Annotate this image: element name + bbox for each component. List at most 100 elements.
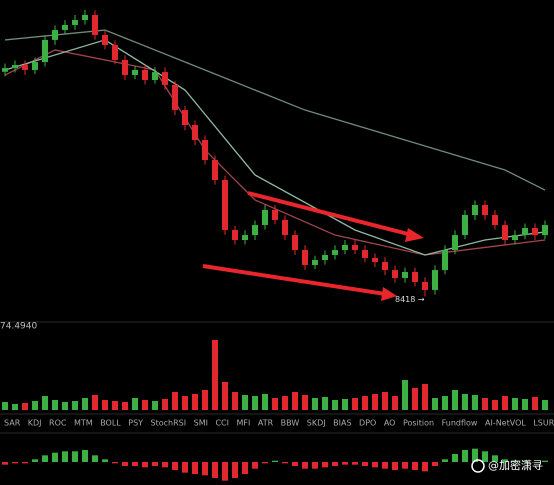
- volume-bar: [112, 401, 118, 410]
- moving-average: [4, 49, 546, 256]
- candle-body: [102, 34, 108, 46]
- volume-bar: [492, 400, 498, 410]
- indicator-tab[interactable]: SMI: [194, 419, 208, 428]
- indicator-tab[interactable]: ATR: [258, 419, 274, 428]
- histogram-bar: [2, 462, 8, 465]
- volume-bar: [352, 398, 358, 410]
- candle-body: [62, 24, 68, 31]
- volume-bar: [382, 392, 388, 410]
- volume-bar: [32, 401, 38, 410]
- volume-bar: [482, 398, 488, 410]
- histogram-bar: [372, 462, 378, 468]
- indicator-tab[interactable]: SAR: [4, 419, 21, 428]
- volume-bar: [272, 398, 278, 410]
- volume-bar: [292, 392, 298, 410]
- volume-bar: [412, 388, 418, 410]
- candle-body: [502, 225, 508, 240]
- histogram-bar: [262, 462, 268, 464]
- histogram-bar: [142, 462, 148, 468]
- volume-bar: [402, 380, 408, 410]
- volume-bar: [252, 396, 258, 410]
- histogram-bar: [182, 462, 188, 473]
- histogram-bar: [432, 462, 438, 466]
- histogram-bar: [422, 462, 428, 472]
- volume-bar: [62, 402, 68, 410]
- candle-body: [482, 205, 488, 216]
- histogram-bar: [282, 462, 288, 464]
- volume-bar: [212, 340, 218, 410]
- indicator-tab[interactable]: CCI: [215, 419, 229, 428]
- candle-body: [152, 72, 158, 80]
- histogram-bar: [522, 460, 528, 462]
- histogram-bar: [492, 455, 498, 462]
- volume-bar: [142, 400, 148, 410]
- indicator-tab[interactable]: Fundflow: [442, 419, 478, 428]
- indicator-tab[interactable]: Position: [403, 419, 434, 428]
- candle-body: [22, 65, 28, 70]
- watermark: @加密潇寻: [471, 458, 543, 473]
- indicator-tab[interactable]: StochRSI: [151, 419, 187, 428]
- arrow: [202, 264, 386, 296]
- candle-body: [202, 139, 208, 160]
- volume-bar: [82, 398, 88, 410]
- candle-body: [192, 125, 198, 140]
- moving-average: [4, 29, 546, 191]
- volume-label: 74.4940: [0, 322, 37, 332]
- histogram-bar: [252, 462, 258, 469]
- histogram-bar: [472, 448, 478, 462]
- volume-bar: [442, 396, 448, 410]
- volume-bar: [202, 390, 208, 410]
- candle-body: [42, 39, 48, 63]
- volume-bar: [102, 400, 108, 410]
- volume-bar: [522, 399, 528, 410]
- histogram-bar: [532, 462, 538, 463]
- candle-body: [542, 225, 548, 236]
- histogram-bar: [32, 459, 38, 462]
- indicator-tab[interactable]: BBW: [281, 419, 300, 428]
- indicator-tab[interactable]: BIAS: [333, 419, 351, 428]
- candle-body: [272, 209, 278, 220]
- volume-bar: [2, 402, 8, 410]
- volume-bar: [72, 401, 78, 410]
- histogram-bar: [72, 451, 78, 462]
- histogram-bar: [462, 450, 468, 462]
- histogram-bar: [22, 462, 28, 464]
- indicator-tab[interactable]: AO: [384, 419, 396, 428]
- volume-bar: [542, 400, 548, 410]
- volume-bar: [512, 398, 518, 410]
- histogram-bar: [62, 451, 68, 462]
- indicator-tab[interactable]: LSUR: [533, 419, 554, 428]
- candle-body: [52, 30, 58, 40]
- volume-bar: [312, 398, 318, 410]
- histogram-bar: [312, 462, 318, 469]
- indicator-tab[interactable]: DPO: [359, 419, 376, 428]
- histogram-bar: [542, 460, 548, 462]
- volume-bar: [362, 396, 368, 410]
- candle-body: [242, 235, 248, 240]
- volume-bar: [122, 402, 128, 410]
- indicator-tab[interactable]: ROC: [49, 419, 67, 428]
- volume-bar: [302, 395, 308, 410]
- candle-body: [492, 215, 498, 226]
- indicator-tab[interactable]: PSY: [128, 419, 143, 428]
- candle-body: [512, 235, 518, 240]
- candle-body: [232, 229, 238, 240]
- histogram-bar: [412, 462, 418, 470]
- indicator-tab[interactable]: SKDJ: [307, 419, 326, 428]
- indicator-tab[interactable]: MFI: [237, 419, 251, 428]
- indicator-tab[interactable]: KDJ: [28, 419, 42, 428]
- histogram-bar: [392, 462, 398, 470]
- volume-bar: [162, 399, 168, 410]
- volume-bar: [332, 400, 338, 410]
- histogram-bar: [332, 462, 338, 466]
- histogram-bar: [52, 452, 58, 462]
- candle-body: [162, 72, 168, 85]
- indicator-tab[interactable]: BOLL: [100, 419, 121, 428]
- indicator-tab[interactable]: MTM: [74, 419, 93, 428]
- candle-body: [392, 270, 398, 278]
- candle-body: [72, 20, 78, 25]
- histogram-bar: [512, 460, 518, 462]
- candle-body: [92, 14, 98, 35]
- indicator-tab[interactable]: AI-NetVOL: [485, 419, 526, 428]
